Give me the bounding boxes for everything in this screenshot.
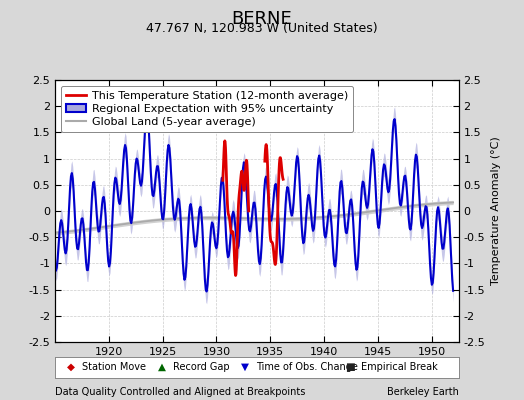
Text: Station Move: Station Move [82, 362, 146, 372]
Text: Time of Obs. Change: Time of Obs. Change [256, 362, 358, 372]
Y-axis label: Temperature Anomaly (°C): Temperature Anomaly (°C) [490, 137, 500, 285]
Legend: This Temperature Station (12-month average), Regional Expectation with 95% uncer: This Temperature Station (12-month avera… [61, 86, 354, 132]
Text: BERNE: BERNE [232, 10, 292, 28]
Text: ▲: ▲ [158, 362, 166, 372]
Text: ■: ■ [345, 362, 355, 372]
Text: Data Quality Controlled and Aligned at Breakpoints: Data Quality Controlled and Aligned at B… [55, 387, 305, 397]
Text: Record Gap: Record Gap [173, 362, 230, 372]
Text: Berkeley Earth: Berkeley Earth [387, 387, 458, 397]
Text: ▼: ▼ [241, 362, 248, 372]
Text: ◆: ◆ [67, 362, 75, 372]
Text: Empirical Break: Empirical Break [361, 362, 438, 372]
Text: 47.767 N, 120.983 W (United States): 47.767 N, 120.983 W (United States) [146, 22, 378, 35]
